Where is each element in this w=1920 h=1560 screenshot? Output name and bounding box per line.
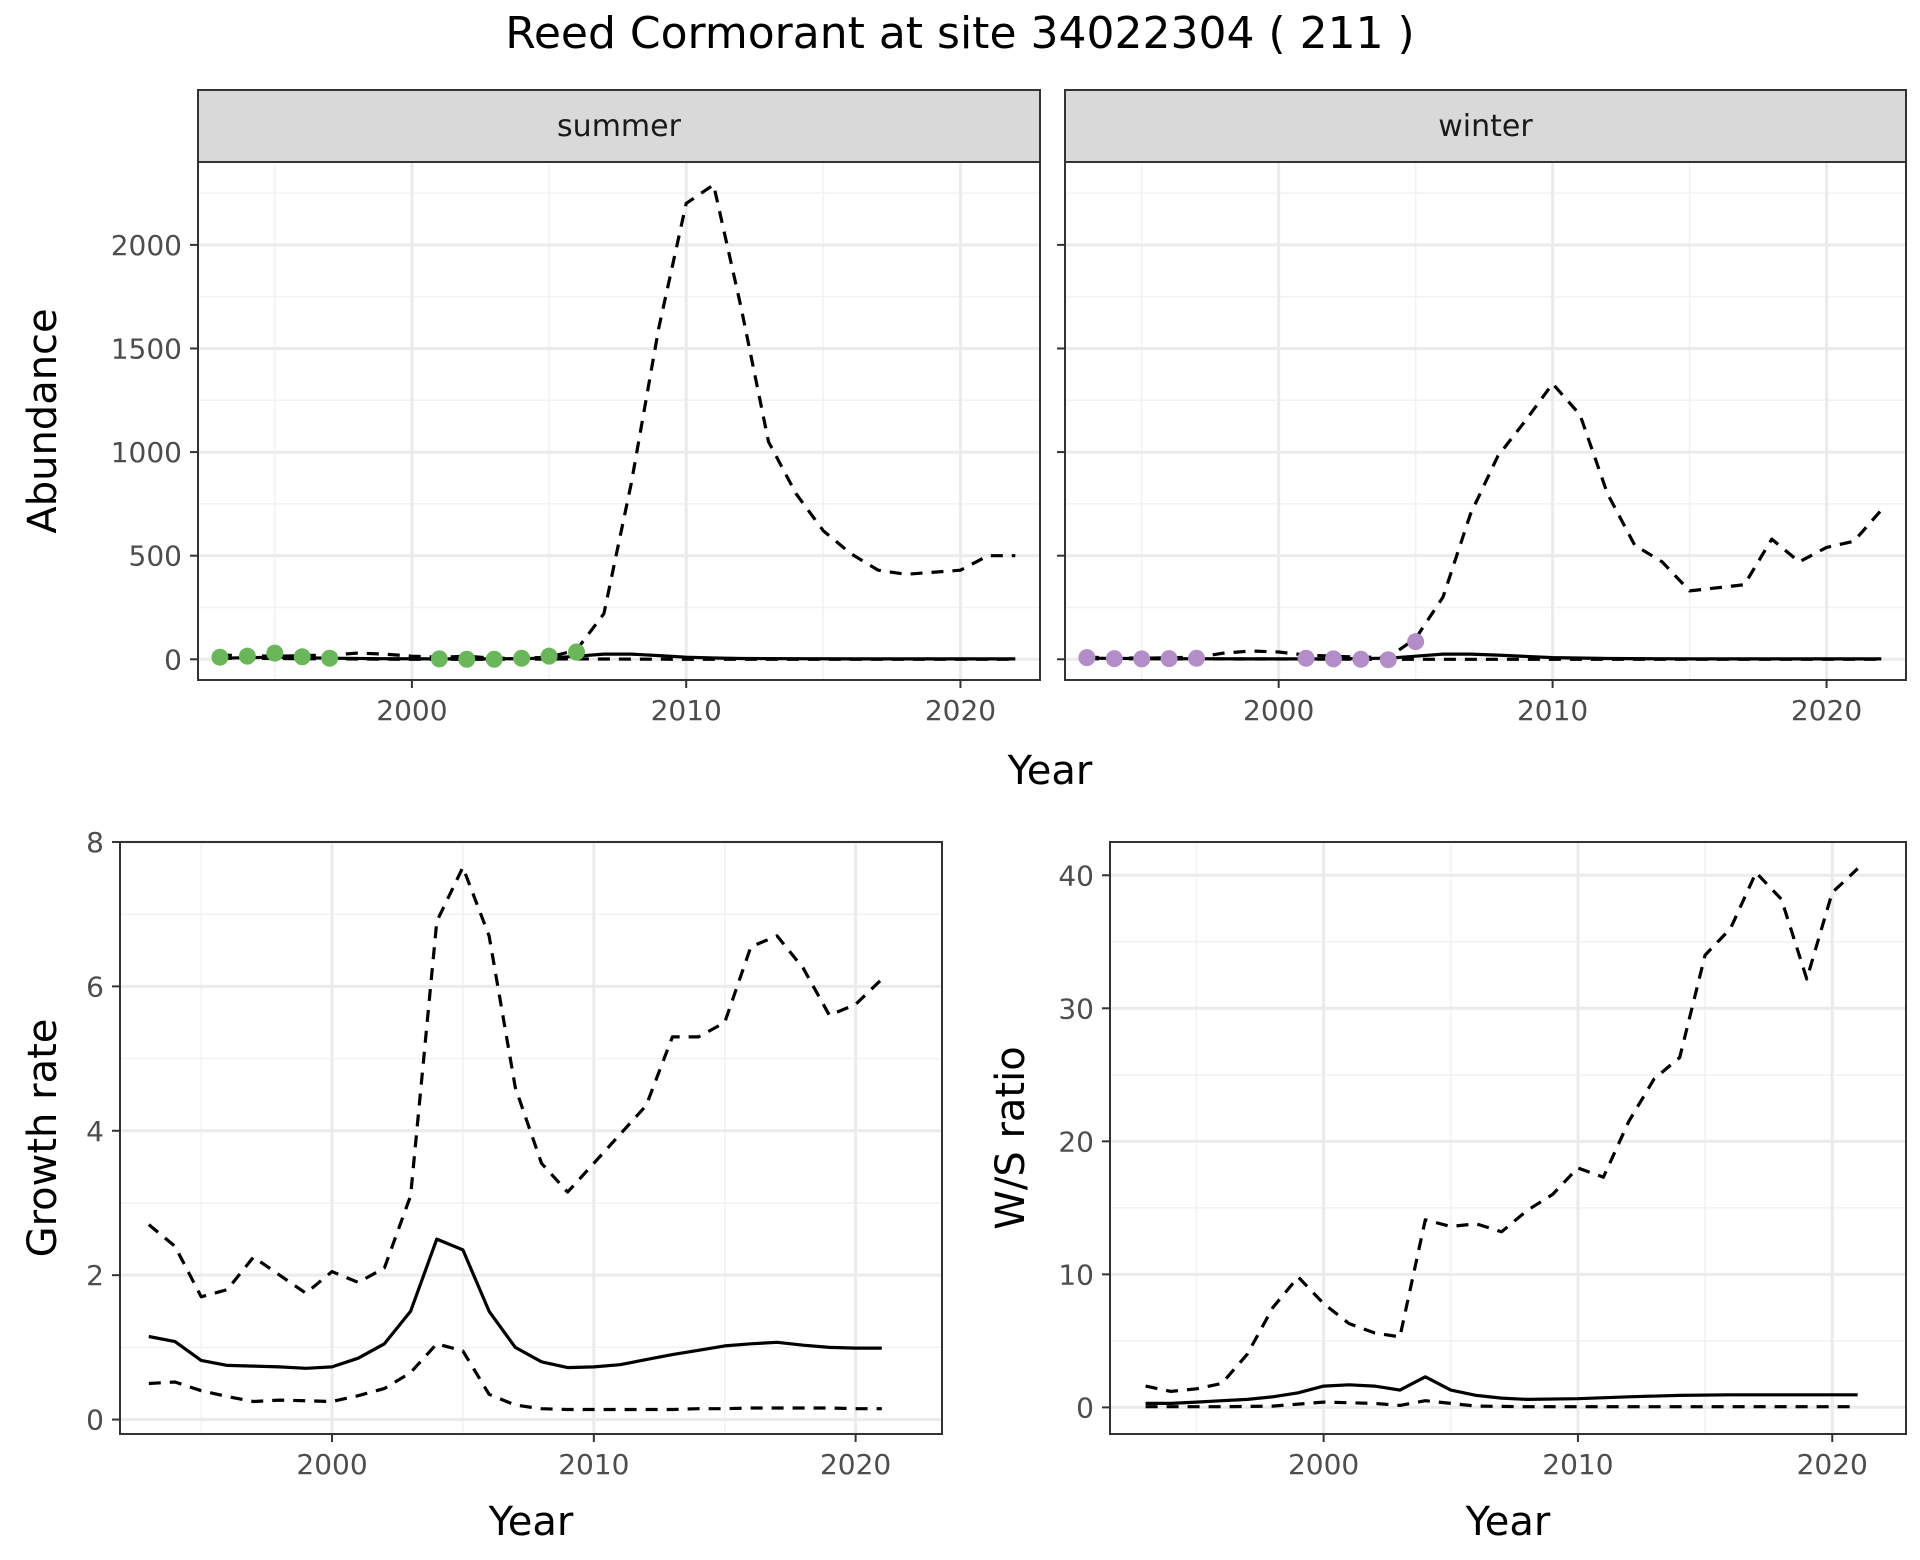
growth-y-tick-label: 8 <box>86 826 104 859</box>
winter-plot-background <box>1065 162 1906 680</box>
summer-data-point <box>485 650 503 668</box>
growth-x-axis-title: Year <box>488 1499 574 1545</box>
summer-data-point <box>293 648 311 666</box>
x-axis-title-top: Year <box>1007 748 1093 794</box>
summer-data-point <box>430 650 448 668</box>
figure-title: Reed Cormorant at site 34022304 ( 211 ) <box>505 8 1414 59</box>
winter-x-tick-label: 2020 <box>1791 694 1862 727</box>
ws_ratio-series-dashed-1 <box>1145 867 1859 1393</box>
ws_ratio-y-tick-label: 40 <box>1058 859 1094 892</box>
summer-x-tick-label: 2020 <box>925 694 996 727</box>
summer-data-point <box>321 649 339 667</box>
growth-series-dashed-1 <box>147 865 883 1299</box>
growth-y-axis-title: Growth rate <box>20 1019 66 1258</box>
summer-data-point <box>211 648 229 666</box>
growth-series-dashed-2 <box>148 1342 882 1412</box>
growth-series-solid-0 <box>148 1237 882 1370</box>
growth-panel-border <box>119 841 943 1435</box>
winter-data-point <box>1352 650 1370 668</box>
summer-data-point <box>266 644 284 662</box>
summer-plot-background <box>198 162 1040 680</box>
ws_ratio-y-tick-label: 0 <box>1076 1391 1094 1424</box>
summer-data-point <box>540 647 558 665</box>
winter-x-tick-label: 2010 <box>1517 694 1588 727</box>
growth-x-tick-label: 2020 <box>820 1448 891 1481</box>
panel-summer: summer 2000 2010 2020 0 500 1000 1500 2000 Abunda… <box>20 89 1041 727</box>
ws_ratio-y-tick-label: 30 <box>1058 992 1094 1025</box>
summer-y-tick-label: 2000 <box>111 229 182 262</box>
winter-data-point <box>1297 649 1315 667</box>
winter-series-dashed-2 <box>1086 657 1882 661</box>
summer-y-tick-label: 1000 <box>111 436 182 469</box>
winter-series-dashed-1 <box>1086 382 1883 660</box>
winter-data-point <box>1105 650 1123 668</box>
winter-data-point <box>1324 650 1342 668</box>
ws_ratio-plot-background <box>1110 842 1906 1434</box>
ws_ratio-x-tick-label: 2020 <box>1797 1448 1868 1481</box>
growth-plot-background <box>120 842 942 1434</box>
growth-x-tick-label: 2000 <box>296 1448 367 1481</box>
winter-data-point <box>1133 650 1151 668</box>
growth-x-tick-label: 2010 <box>558 1448 629 1481</box>
summer-x-tick-label: 2010 <box>651 694 722 727</box>
ws_ratio-series-dashed-2 <box>1145 1399 1858 1409</box>
growth-y-tick-label: 0 <box>86 1404 104 1437</box>
ws_ratio-y-tick-label: 10 <box>1058 1258 1094 1291</box>
ws_ratio-x-tick-label: 2000 <box>1288 1448 1359 1481</box>
ws_ratio-x-tick-label: 2010 <box>1542 1448 1613 1481</box>
summer-y-tick-label: 500 <box>129 540 182 573</box>
ws_ratio-x-axis-title: Year <box>1465 1499 1551 1545</box>
summer-x-tick-label: 2000 <box>376 694 447 727</box>
summer-data-point <box>458 650 476 668</box>
summer-data-point <box>567 643 585 661</box>
ws_ratio-panel-border <box>1109 841 1907 1435</box>
winter-data-point <box>1078 649 1096 667</box>
winter-strip-label: winter <box>1438 109 1533 144</box>
winter-data-point <box>1160 650 1178 668</box>
winter-data-point <box>1379 651 1397 669</box>
winter-strip <box>1064 89 1907 163</box>
ws_ratio-y-axis-title: W/S ratio <box>988 1046 1034 1229</box>
summer-data-point <box>238 647 256 665</box>
summer-strip-label: summer <box>557 109 682 144</box>
winter-x-tick-label: 2000 <box>1243 694 1314 727</box>
panel-ratio: 2000 2010 2020 0 10 20 30 40 Year W/S ratio <box>988 841 1907 1545</box>
summer-y-axis-title: Abundance <box>20 308 66 533</box>
growth-y-tick-label: 2 <box>86 1259 104 1292</box>
summer-strip <box>197 89 1041 163</box>
summer-y-tick-label: 1500 <box>111 332 182 365</box>
winter-data-point <box>1407 633 1425 651</box>
winter-data-point <box>1187 649 1205 667</box>
ws_ratio-series-solid-0 <box>1145 1375 1858 1405</box>
growth-y-tick-label: 4 <box>86 1115 104 1148</box>
growth-y-tick-label: 6 <box>86 970 104 1003</box>
summer-y-tick-label: 0 <box>164 643 182 676</box>
ws_ratio-y-tick-label: 20 <box>1058 1125 1094 1158</box>
summer-data-point <box>513 649 531 667</box>
summer-series-dashed-1 <box>219 183 1016 660</box>
panel-growth: 2000 2010 2020 0 2 4 6 8 Year Growth rate <box>20 826 943 1545</box>
panel-winter: winter 2000 2010 2020 <box>1057 89 1907 727</box>
